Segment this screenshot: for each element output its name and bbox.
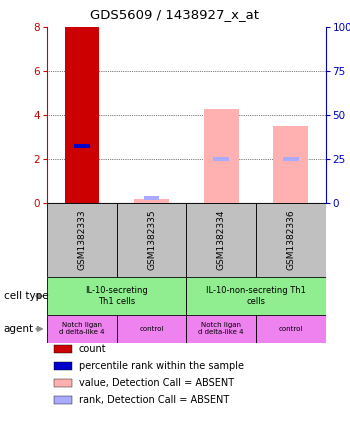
Text: GSM1382333: GSM1382333 xyxy=(78,210,86,270)
Bar xyxy=(256,203,326,277)
Text: IL-10-non-secreting Th1
cells: IL-10-non-secreting Th1 cells xyxy=(206,286,306,306)
Bar xyxy=(117,203,186,277)
Bar xyxy=(134,199,169,203)
Text: control: control xyxy=(139,326,164,332)
Text: GSM1382334: GSM1382334 xyxy=(217,210,226,270)
Text: value, Detection Call = ABSENT: value, Detection Call = ABSENT xyxy=(79,378,234,388)
Bar xyxy=(144,195,159,200)
Bar xyxy=(186,277,326,315)
Bar xyxy=(186,203,256,277)
Text: Notch ligan
d delta-like 4: Notch ligan d delta-like 4 xyxy=(59,322,105,335)
Bar xyxy=(47,315,117,343)
Bar xyxy=(256,315,326,343)
Bar xyxy=(214,157,229,161)
Text: GSM1382335: GSM1382335 xyxy=(147,210,156,270)
Bar xyxy=(117,315,186,343)
Text: GDS5609 / 1438927_x_at: GDS5609 / 1438927_x_at xyxy=(91,8,259,21)
Text: percentile rank within the sample: percentile rank within the sample xyxy=(79,361,244,371)
Bar xyxy=(283,157,299,161)
Bar xyxy=(47,203,117,277)
Text: rank, Detection Call = ABSENT: rank, Detection Call = ABSENT xyxy=(79,395,229,405)
Text: cell type: cell type xyxy=(4,291,48,301)
Bar xyxy=(186,315,256,343)
Bar xyxy=(74,144,90,148)
Bar xyxy=(204,109,239,203)
Text: GSM1382336: GSM1382336 xyxy=(286,210,295,270)
Text: Notch ligan
d delta-like 4: Notch ligan d delta-like 4 xyxy=(198,322,244,335)
Text: IL-10-secreting
Th1 cells: IL-10-secreting Th1 cells xyxy=(85,286,148,306)
Bar xyxy=(47,277,186,315)
Text: count: count xyxy=(79,344,106,354)
Text: control: control xyxy=(279,326,303,332)
Bar xyxy=(273,126,308,203)
Bar xyxy=(65,27,99,203)
Text: agent: agent xyxy=(4,324,34,334)
